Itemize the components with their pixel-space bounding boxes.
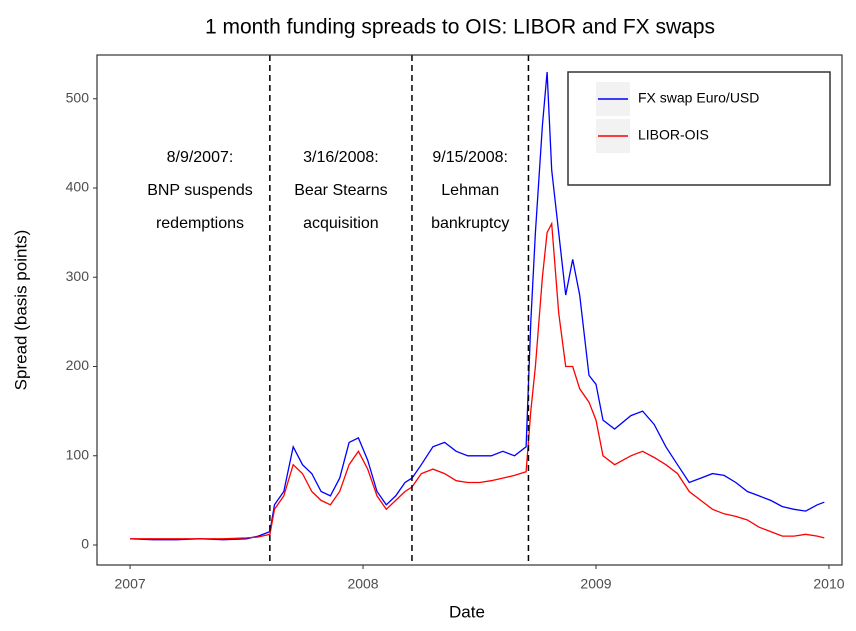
line-series [130, 71, 825, 541]
y-tick-label: 0 [81, 536, 89, 552]
annotation: 8/9/2007: [167, 149, 234, 166]
annotation: BNP suspends [147, 182, 253, 199]
x-tick-label: 2010 [813, 576, 844, 592]
line-series [130, 221, 825, 540]
annotation: 3/16/2008: [303, 149, 379, 166]
y-tick-label: 100 [66, 446, 90, 462]
chart-title: 1 month funding spreads to OIS: LIBOR an… [205, 16, 715, 39]
annotation: Bear Stearns [294, 182, 387, 199]
y-tick-label: 300 [66, 268, 90, 284]
plot-border [96, 54, 843, 566]
x-tick-label: 2009 [580, 576, 611, 592]
annotation: Lehman [441, 182, 499, 199]
annotation: bankruptcy [431, 215, 509, 232]
legend-label: FX swap Euro/USD [638, 90, 759, 106]
y-tick-label: 500 [66, 89, 90, 105]
annotation: 9/15/2008: [432, 149, 508, 166]
annotation: redemptions [156, 215, 244, 232]
y-tick-label: 400 [66, 179, 90, 195]
y-tick-label: 200 [66, 357, 90, 373]
legend-label: LIBOR-OIS [638, 127, 709, 143]
x-tick-label: 2008 [347, 576, 378, 592]
annotation: acquisition [303, 215, 379, 232]
y-axis-label: Spread (basis points) [11, 230, 30, 391]
x-axis-label: Date [449, 602, 485, 621]
x-tick-label: 2007 [115, 576, 146, 592]
